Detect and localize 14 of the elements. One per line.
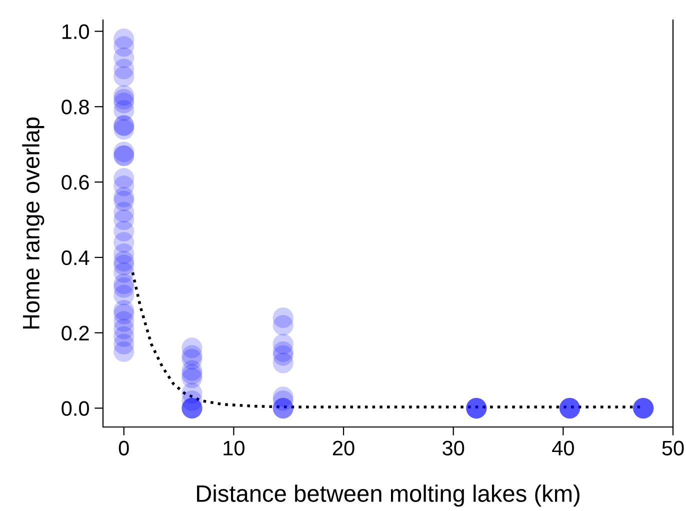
x-tick-label: 0 [118, 440, 129, 456]
y-tick-label: 0.0 [62, 401, 89, 416]
y-tick-label: 0.8 [62, 100, 89, 114]
x-axis-title: Distance between molting lakes (km) [197, 484, 580, 507]
x-tick-label: 30 [442, 440, 464, 456]
x-tick-label: 50 [662, 440, 684, 456]
y-tick-label: 0.2 [62, 326, 89, 341]
x-tick-label: 40 [552, 440, 574, 456]
y-tick-label: 1.0 [62, 24, 89, 40]
y-tick-label: 0.4 [62, 250, 90, 266]
x-tick-label: 20 [332, 440, 354, 456]
y-tick-label: 0.6 [62, 175, 89, 190]
x-tick-label: 10 [224, 440, 244, 456]
y-axis-title: Home range overlap [22, 118, 44, 329]
